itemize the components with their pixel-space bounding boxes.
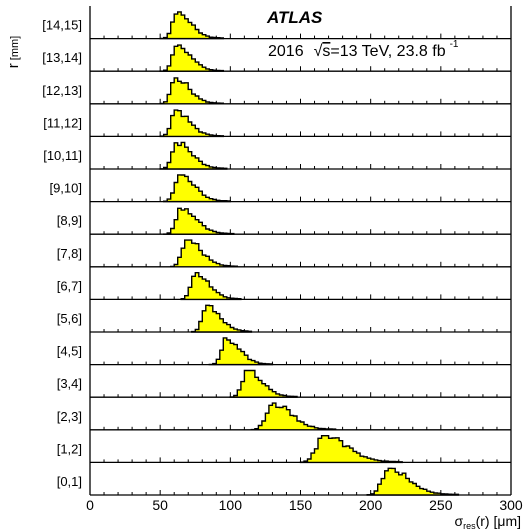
histogram-bars — [163, 207, 235, 235]
x-tick-label: 200 — [359, 497, 383, 513]
histogram-bars — [159, 77, 224, 105]
luminosity-label: 2016 √s=13 TeV, 23.8 fb -1 — [268, 39, 459, 60]
x-axis: 0 50 100 150 200 250 300 — [86, 6, 523, 513]
row-label: [3,4] — [57, 376, 82, 391]
row-label: [1,2] — [57, 441, 82, 456]
x-axis-label: σres(r) [μm] — [454, 513, 521, 530]
histogram-row: [2,3] — [57, 402, 511, 431]
row-label: [14,15] — [42, 18, 82, 33]
row-label: [10,11] — [43, 148, 82, 163]
x-tick-label: 50 — [152, 497, 168, 513]
histogram-row: [8,9] — [57, 207, 511, 235]
histogram-bars — [159, 44, 224, 72]
histogram-bars — [170, 239, 238, 268]
histogram-row: [13,14] — [42, 44, 511, 72]
histogram-bars — [159, 11, 224, 40]
row-label: [8,9] — [57, 213, 82, 228]
histogram-row: [9,10] — [49, 174, 511, 203]
x-tick-label: 0 — [86, 497, 94, 513]
histogram-bars — [159, 141, 228, 170]
row-label: [7,8] — [57, 246, 82, 261]
histogram-row: [5,6] — [57, 304, 511, 333]
histogram-row: [7,8] — [57, 239, 511, 268]
x-tick-label: 150 — [289, 497, 313, 513]
experiment-label: ATLAS — [266, 8, 323, 27]
histogram-row: [12,13] — [42, 77, 511, 105]
histogram-row: [10,11] — [43, 141, 511, 170]
x-tick-label: 250 — [429, 497, 453, 513]
row-label: [5,6] — [57, 311, 82, 326]
row-label: [6,7] — [57, 278, 82, 293]
histogram-bars — [366, 467, 460, 496]
histogram-row: [11,12] — [43, 109, 511, 138]
y-axis-label: r[mm] — [5, 36, 22, 68]
row-label: [12,13] — [42, 83, 82, 98]
x-tick-label: 300 — [499, 497, 523, 513]
row-label: [4,5] — [57, 344, 82, 359]
histogram-row: [0,1] — [57, 467, 511, 496]
histogram-row: [4,5] — [57, 337, 511, 366]
histogram-bars — [208, 337, 274, 366]
row-label: [11,12] — [43, 115, 82, 130]
row-label: [2,3] — [57, 409, 82, 424]
histogram-row: [6,7] — [57, 272, 511, 301]
row-label: [9,10] — [49, 181, 82, 196]
histogram-bars — [191, 304, 253, 333]
x-tick-label: 100 — [219, 497, 243, 513]
row-label: [0,1] — [57, 474, 82, 489]
histogram-row: [14,15] — [42, 11, 511, 40]
histogram-bars — [299, 435, 403, 464]
histogram-bars — [159, 109, 224, 138]
histogram-rows: [14,15] [13,14] [12,13] [11,12] [10,11] [9,10… — [42, 11, 511, 496]
histogram-bars — [163, 174, 231, 203]
histogram-bars — [229, 369, 298, 398]
histogram-bars — [250, 402, 337, 431]
histogram-row: [1,2] — [57, 435, 511, 464]
row-label: [13,14] — [42, 50, 82, 65]
histogram-row: [3,4] — [57, 369, 511, 398]
histogram-bars — [180, 272, 242, 301]
